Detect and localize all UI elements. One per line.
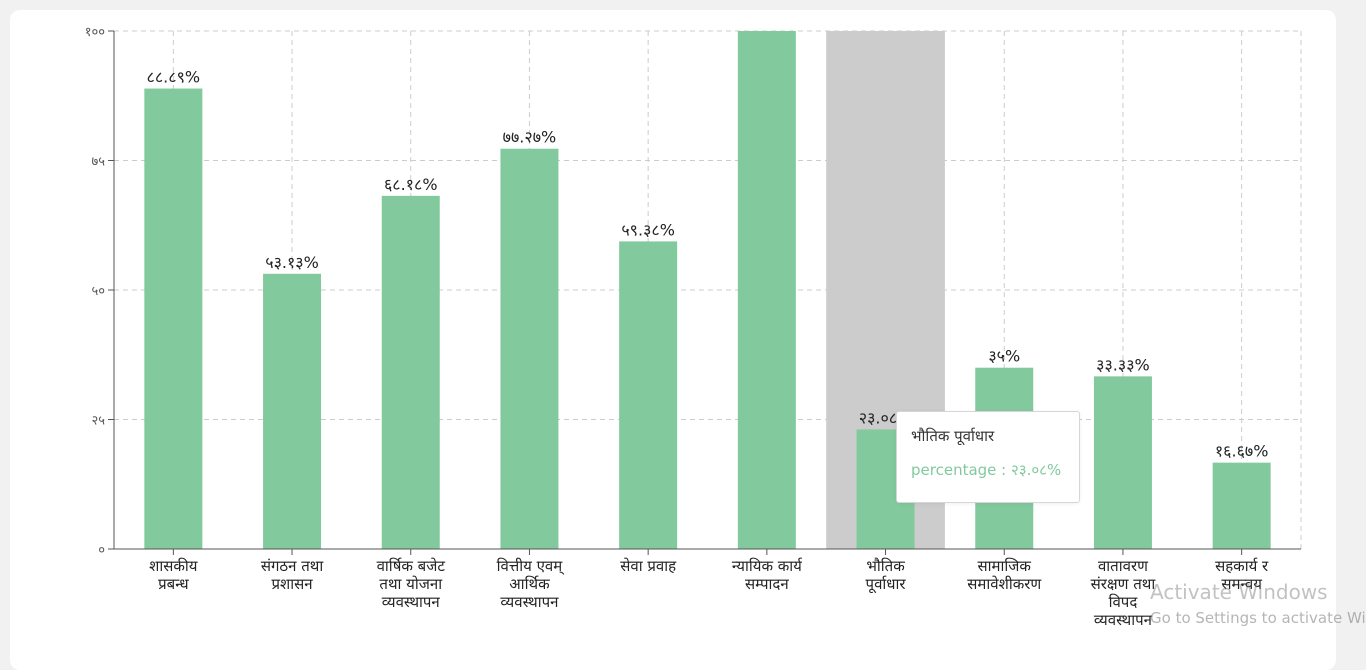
data-label: १६.६७%	[1215, 442, 1269, 461]
bar	[500, 148, 559, 549]
tooltip-title: भौतिक पूर्वाधार	[911, 427, 995, 445]
data-label: ५९.३८%	[621, 220, 675, 239]
y-tick-label: १००	[85, 25, 105, 40]
x-tick-label: न्यायिक कार्य सम्पादन	[732, 557, 803, 593]
y-tick-label: ०	[98, 543, 105, 558]
x-tick-label: वातावरण संरक्षण तथा विपद व्यवस्थापन	[1091, 557, 1157, 629]
x-tick-label: सामाजिक समावेशीकरण	[967, 557, 1042, 593]
bar	[619, 241, 678, 549]
bar-chart: ० २५ ५० ७५ १०० शासकीय प्रबन्ध संगठन तथा प्रशासन व…	[85, 25, 1302, 629]
x-tick-label: वार्षिक बजेट तथा योजना व्यवस्थापन	[377, 557, 446, 611]
data-label: ३५%	[988, 347, 1020, 366]
x-tick-label: भौतिक पूर्वाधार	[866, 557, 907, 594]
tooltip-value: percentage : २३.०८%	[911, 461, 1062, 479]
activate-windows-title: Activate Windows	[1150, 580, 1328, 604]
y-tick-label: ७५	[91, 155, 105, 170]
x-tick-label: सेवा प्रवाह	[620, 557, 677, 575]
x-tick-label: शासकीय प्रबन्ध	[149, 557, 198, 593]
bar	[1212, 462, 1271, 549]
y-tick-label: २५	[91, 414, 105, 429]
y-tick-label: ५०	[91, 284, 105, 299]
x-tick-label: संगठन तथा प्रशासन	[261, 557, 325, 593]
data-label: ७७.२७%	[503, 128, 557, 147]
bar	[381, 195, 440, 549]
bar	[737, 31, 796, 549]
bar	[263, 273, 322, 549]
activate-windows-subtitle: Go to Settings to activate Windows.	[1150, 609, 1366, 627]
data-label: ८८.८९%	[147, 68, 201, 87]
data-label: ५३.१३%	[265, 253, 319, 272]
x-tick-label: वित्तीय एवम् आर्थिक व्यवस्थापन	[497, 557, 565, 611]
bar	[1093, 376, 1152, 549]
bar	[144, 88, 203, 549]
data-label: ३३.३३%	[1096, 355, 1150, 374]
x-tick-label: सहकार्य र समन्वय	[1215, 557, 1269, 593]
data-label: ६८.१८%	[384, 175, 438, 194]
chart-tooltip: भौतिक पूर्वाधार percentage : २३.०८%	[896, 411, 1080, 503]
